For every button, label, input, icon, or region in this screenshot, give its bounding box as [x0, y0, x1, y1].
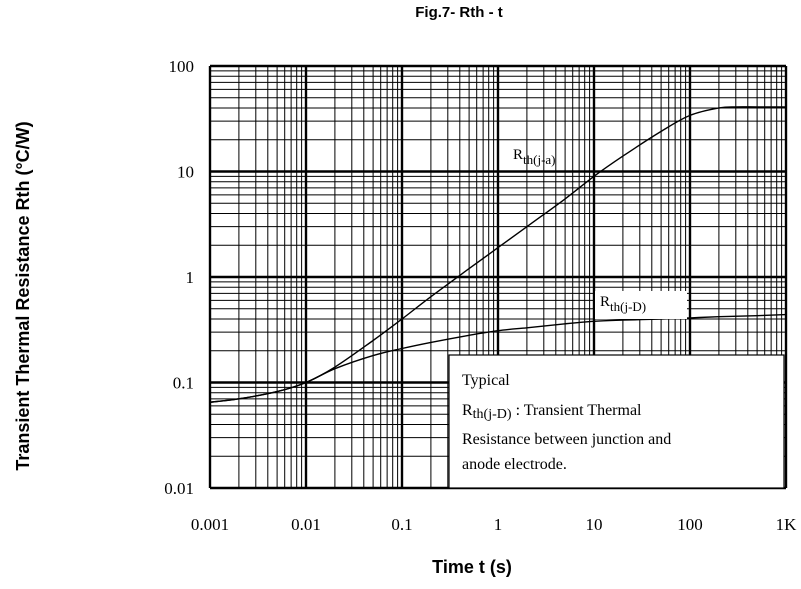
series-label-rth-ja: Rth(j-a) — [513, 147, 556, 167]
y-tick-label: 100 — [169, 57, 195, 76]
y-tick-label: 10 — [177, 163, 194, 182]
y-axis-title: Transient Thermal Resistance Rth (°C/W) — [13, 121, 33, 470]
x-tick-label: 0.001 — [191, 515, 229, 534]
series-label-rth-ja-sub: th(j-a) — [523, 152, 555, 167]
y-tick-label: 0.1 — [173, 374, 194, 393]
legend-rth-sub: th(j-D) — [473, 407, 512, 422]
series-line-rth-jd — [209, 313, 787, 403]
legend-box-frame — [448, 354, 785, 489]
legend-rth-main: R — [462, 402, 473, 419]
x-tick-label: 0.01 — [291, 515, 321, 534]
x-tick-label: 100 — [677, 515, 703, 534]
legend-line-typical: Typical — [462, 372, 510, 389]
legend-box: Typical Rth(j-D) : Transient Thermal Res… — [448, 354, 785, 489]
legend-rth-rest: : Transient Thermal — [512, 402, 642, 419]
legend-line-anode: anode electrode. — [462, 456, 567, 473]
tick-labels: 0.001 0.01 0.1 1 10 100 1K 0.01 0.1 1 10 100 — [164, 57, 797, 534]
x-tick-label: 0.1 — [391, 515, 412, 534]
x-tick-label: 1K — [776, 515, 798, 534]
x-tick-label: 1 — [494, 515, 503, 534]
rth-jd-label-box — [595, 291, 687, 319]
curves — [209, 106, 787, 403]
x-axis-title: Time t (s) — [432, 557, 512, 577]
y-tick-label: 0.01 — [164, 479, 194, 498]
series-label-rth-jd-main: R — [600, 294, 610, 310]
chart-title: Fig.7- Rth - t — [415, 4, 502, 21]
series-label-rth-ja-main: R — [513, 147, 523, 163]
x-tick-label: 10 — [586, 515, 603, 534]
legend-line-resistance: Resistance between junction and — [462, 431, 671, 448]
y-tick-label: 1 — [186, 268, 195, 287]
series-label-rth-jd-sub: th(j-D) — [610, 299, 646, 314]
series-label-rth-jd: Rth(j-D) — [600, 294, 646, 314]
legend-line-rth-jd: Rth(j-D) : Transient Thermal — [462, 402, 642, 422]
